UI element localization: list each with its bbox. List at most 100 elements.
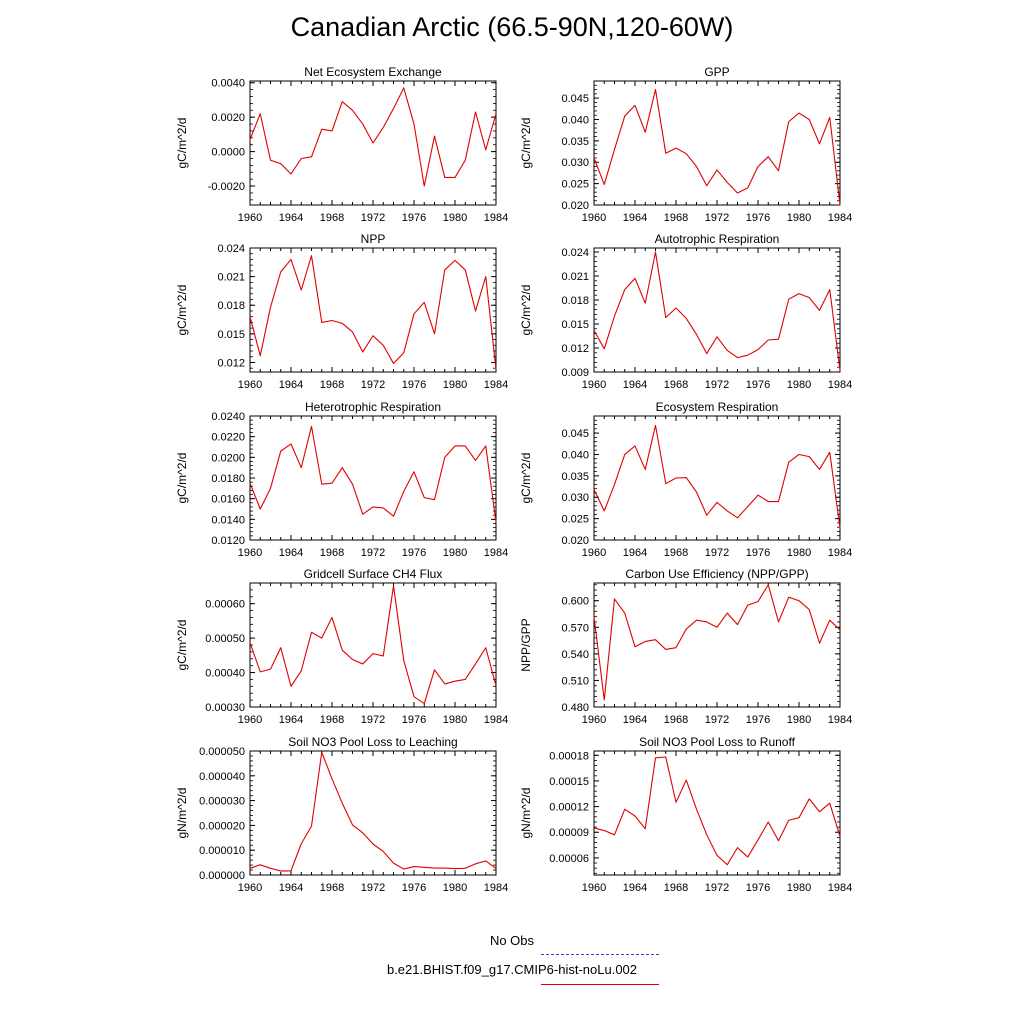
x-tick-label: 1968 (664, 212, 688, 224)
panel-title: Soil NO3 Pool Loss to Leaching (288, 735, 457, 749)
x-tick-label: 1980 (787, 379, 811, 391)
y-tick-label: 0.045 (561, 93, 589, 105)
y-tick-label: 0.540 (561, 649, 589, 661)
y-tick-label: 0.00012 (549, 802, 589, 814)
y-tick-label: 0.0000 (211, 147, 245, 159)
x-tick-label: 1976 (402, 882, 426, 894)
y-tick-label: 0.018 (217, 300, 245, 312)
y-tick-label: 0.0200 (211, 452, 245, 464)
x-tick-label: 1960 (582, 882, 606, 894)
panel-title: Autotrophic Respiration (655, 232, 780, 246)
x-tick-label: 1984 (484, 714, 508, 726)
y-tick-label: 0.040 (561, 114, 589, 126)
y-tick-label: 0.00060 (205, 599, 245, 611)
x-tick-label: 1972 (705, 882, 729, 894)
plot-frame (249, 750, 497, 876)
panel-title: Ecosystem Respiration (656, 400, 779, 414)
x-tick-label: 1980 (443, 379, 467, 391)
y-tick-label: 0.020 (561, 200, 589, 212)
y-tick-label: 0.00015 (549, 776, 589, 788)
y-tick-label: 0.0120 (211, 535, 245, 547)
x-tick-label: 1968 (320, 714, 344, 726)
x-tick-label: 1976 (746, 379, 770, 391)
x-tick-label: 1960 (582, 379, 606, 391)
y-tick-label: 0.035 (561, 136, 589, 148)
y-tick-label: 0.020 (561, 535, 589, 547)
x-tick-label: 1984 (484, 547, 508, 559)
y-tick-label: 0.00018 (549, 750, 589, 762)
x-tick-label: 1972 (361, 379, 385, 391)
x-tick-label: 1972 (361, 882, 385, 894)
y-tick-label: 0.025 (561, 179, 589, 191)
y-tick-label: 0.035 (561, 471, 589, 483)
plot-frame (593, 415, 841, 541)
chart-panel-6: Ecosystem Respiration gC/m^2/d 1960 1964 196… (519, 400, 852, 559)
y-tick-label: 0.012 (561, 343, 589, 355)
chart-panel-3: NPP gC/m^2/d 1960 1964 1968 1972 1976 1980 1984 0… (175, 232, 508, 391)
x-tick-label: 1968 (320, 212, 344, 224)
legend-case-label: b.e21.BHIST.f09_g17.CMIP6-hist-noLu.002 (386, 962, 638, 977)
x-tick-label: 1964 (279, 212, 303, 224)
plot-frame (249, 415, 497, 541)
x-tick-label: 1980 (443, 714, 467, 726)
x-tick-label: 1972 (361, 547, 385, 559)
series-line-1 (593, 756, 841, 866)
y-axis-label: gC/m^2/d (175, 118, 189, 169)
x-tick-label: 1980 (787, 212, 811, 224)
x-tick-label: 1984 (484, 379, 508, 391)
y-tick-label: 0.600 (561, 596, 589, 608)
plot-frame (593, 80, 841, 206)
y-tick-label: 0.480 (561, 702, 589, 714)
chart-panel-1: Net Ecosystem Exchange gC/m^2/d 1960 1964 19… (175, 65, 508, 224)
x-tick-label: 1984 (484, 212, 508, 224)
x-tick-label: 1964 (279, 882, 303, 894)
y-tick-label: 0.00030 (205, 702, 245, 714)
series-line-1 (249, 751, 497, 872)
x-tick-label: 1984 (828, 212, 852, 224)
series-line-1 (249, 425, 497, 523)
y-tick-label: 0.0140 (211, 514, 245, 526)
x-tick-label: 1968 (320, 547, 344, 559)
chart-panel-5: Heterotrophic Respiration gC/m^2/d 1960 196… (175, 400, 508, 559)
x-tick-label: 1960 (238, 212, 262, 224)
legend-obs-label: No Obs (489, 933, 535, 948)
x-tick-label: 1964 (623, 212, 647, 224)
series-line-1 (593, 584, 841, 701)
series-line-1 (593, 251, 841, 371)
y-tick-label: 0.024 (217, 243, 245, 255)
chart-panel-10: Soil NO3 Pool Loss to Runoff gN/m^2/d 1960… (519, 735, 852, 894)
y-tick-label: 0.0040 (211, 78, 245, 90)
y-tick-label: 0.015 (561, 319, 589, 331)
x-tick-label: 1980 (787, 714, 811, 726)
plot-frame (249, 582, 497, 708)
x-tick-label: 1980 (787, 547, 811, 559)
y-tick-label: 0.000040 (199, 771, 245, 783)
x-tick-label: 1968 (664, 882, 688, 894)
y-tick-label: 0.021 (217, 272, 245, 284)
y-tick-label: 0.009 (561, 367, 589, 379)
x-tick-label: 1972 (361, 714, 385, 726)
x-tick-label: 1976 (746, 714, 770, 726)
y-tick-label: 0.0160 (211, 494, 245, 506)
x-tick-label: 1976 (746, 212, 770, 224)
x-tick-label: 1976 (402, 212, 426, 224)
x-tick-label: 1984 (828, 882, 852, 894)
y-tick-label: 0.510 (561, 675, 589, 687)
chart-panel-9: Soil NO3 Pool Loss to Leaching gN/m^2/d 19… (175, 735, 508, 894)
y-axis-label: gC/m^2/d (519, 453, 533, 504)
figure-title: Canadian Arctic (66.5-90N,120-60W) (290, 12, 734, 42)
x-tick-label: 1976 (746, 882, 770, 894)
x-tick-label: 1976 (402, 379, 426, 391)
x-tick-label: 1972 (705, 714, 729, 726)
y-tick-label: 0.045 (561, 428, 589, 440)
plot-frame (593, 247, 841, 373)
y-tick-label: 0.025 (561, 514, 589, 526)
x-tick-label: 1968 (664, 714, 688, 726)
plot-frame (593, 582, 841, 708)
y-tick-label: 0.030 (561, 492, 589, 504)
y-tick-label: 0.0240 (211, 411, 245, 423)
y-tick-label: 0.018 (561, 295, 589, 307)
chart-panel-7: Gridcell Surface CH4 Flux gC/m^2/d 1960 196… (175, 567, 508, 726)
y-axis-label: gN/m^2/d (175, 788, 189, 839)
